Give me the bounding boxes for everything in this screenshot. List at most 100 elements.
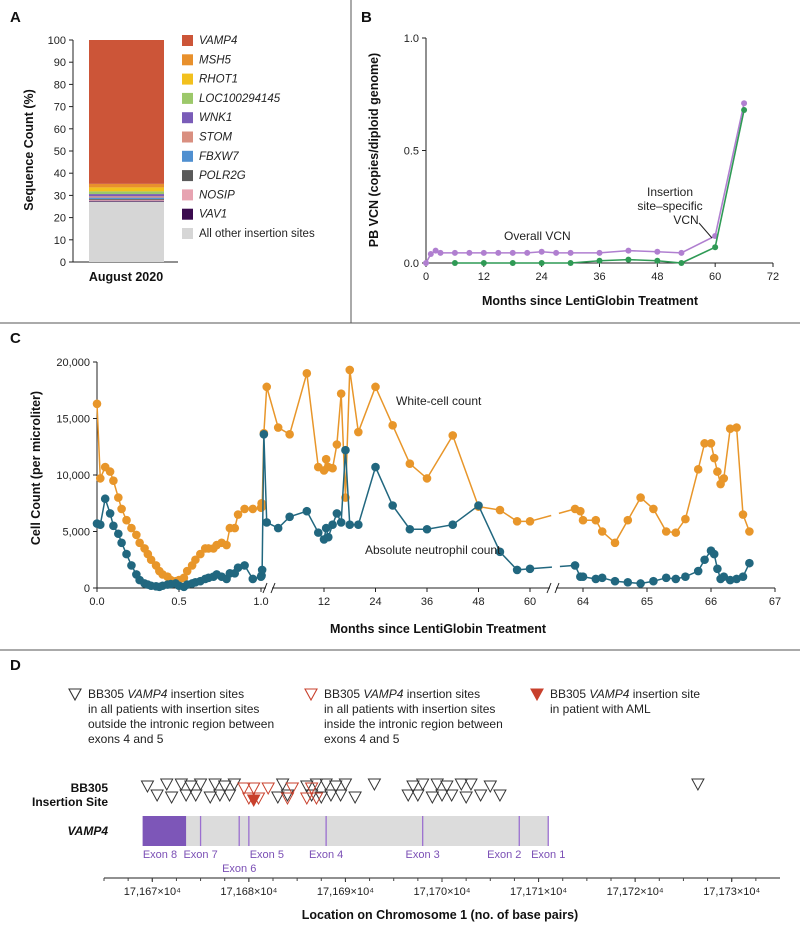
panel-c-series-point-1 <box>725 575 735 585</box>
panel-a-y-tick-label: 40 <box>54 168 66 180</box>
panel-c-series-point-1 <box>233 563 243 572</box>
panel-b-x-tick-label: 0 <box>423 271 429 283</box>
panel-b-x-tick-label: 36 <box>593 271 605 283</box>
panel-c-series-point-1 <box>336 518 346 527</box>
panel-c-x-tick-label: 1.0 <box>253 596 268 608</box>
panel-c-series-point-1 <box>127 561 136 570</box>
panel-a-legend-label: RHOT1 <box>199 74 238 86</box>
panel-c-series-point-1 <box>448 520 458 530</box>
panel-d-x-tick-label: 17,168×10⁴ <box>220 886 277 898</box>
panel-d-insertion-site-marker <box>213 789 227 803</box>
panel-c-axis-break-mark <box>262 582 268 594</box>
panel-c-x-tick-label: 24 <box>369 596 381 608</box>
panel-c-series-point-0 <box>182 566 192 576</box>
panel-d-insertion-site-marker <box>304 782 319 796</box>
panel-d-insertion-site-marker <box>459 791 473 805</box>
panel-b-series-point-0 <box>741 100 748 107</box>
panel-c-series-point-0 <box>114 493 123 502</box>
panel-d-insertion-site-marker <box>439 780 454 794</box>
panel-b-series-point-1 <box>451 260 458 266</box>
panel-d-insertion-site-marker <box>280 789 295 803</box>
panel-c-series-point-1 <box>313 528 323 537</box>
panel-d-insertion-site-marker <box>280 792 295 806</box>
panel-a-legend-label: MSH5 <box>199 54 232 66</box>
panel-d-insertion-site-marker <box>179 789 193 803</box>
panel-c-series-point-1 <box>273 523 283 533</box>
panel-a-y-tick-label: 20 <box>54 213 66 225</box>
panel-b-insertion-label-1: Insertion <box>647 185 693 199</box>
panel-c-series-point-0 <box>109 476 118 485</box>
panel-c-x-tick-label: 12 <box>318 596 330 608</box>
panel-a-y-tick-label: 100 <box>48 35 66 47</box>
panel-b-insertion-leader <box>698 222 713 239</box>
panel-c-series-point-1 <box>405 524 415 534</box>
panel-c-series-point-1 <box>259 430 269 439</box>
panel-c-series-point-0 <box>222 540 231 550</box>
panel-c-series-point-1 <box>636 579 645 588</box>
panel-c-series-point-0 <box>117 504 126 514</box>
panel-c-series-point-0 <box>591 515 601 525</box>
panel-letter-a: A <box>10 9 21 26</box>
panel-d-insertion-site-marker <box>304 789 319 803</box>
panel-c-series-point-0 <box>725 424 735 433</box>
panel-c-series-point-0 <box>95 474 105 483</box>
panel-d-insertion-site-marker <box>164 791 179 805</box>
panel-c-y-tick-label: 10,000 <box>56 470 90 482</box>
panel-d-insertion-site-marker <box>159 778 174 792</box>
panel-d-insertion-site-marker <box>483 780 498 794</box>
panel-c-series-point-1 <box>422 524 432 534</box>
panel-c-series-point-0 <box>332 440 342 449</box>
panel-d-insertion-site-marker <box>285 782 300 796</box>
panel-a-y-tick-label: 50 <box>54 146 66 158</box>
panel-c-series-point-1 <box>661 573 671 583</box>
panel-c-series-point-0 <box>388 420 397 430</box>
panel-a-legend-swatch <box>182 208 193 220</box>
panel-d-gene-body <box>142 816 549 846</box>
panel-d-x-tick-label: 17,169×10⁴ <box>317 886 374 898</box>
panel-c-series-point-1 <box>591 574 601 584</box>
panel-b-series-point-0 <box>480 249 487 256</box>
panel-b-series-point-0 <box>451 249 458 256</box>
panel-c-series-point-1 <box>495 547 505 557</box>
panel-c-x-tick-label: 67 <box>769 596 781 608</box>
panel-c-series-point-0 <box>405 459 415 469</box>
panel-b-insertion-label-2: site–specific <box>637 199 702 213</box>
panel-d-insertion-site-marker <box>411 789 425 803</box>
panel-d-insertion-site-marker <box>203 791 218 805</box>
panel-c-series-point-1 <box>105 509 115 518</box>
panel-c-series-point-0 <box>576 506 585 516</box>
panel-b-series-point-1 <box>678 260 685 266</box>
panel-c-series-point-0 <box>578 515 588 525</box>
panel-d-legend-marker <box>530 688 544 702</box>
panel-d-insertion-site-marker <box>222 789 237 803</box>
panel-d-exon-label: Exon 5 <box>250 849 284 861</box>
panel-a-bar-segment-vav1 <box>89 200 164 202</box>
panel-c-axis-break-mark <box>270 582 276 594</box>
panel-d-legend-line-1: BB305 VAMP4 insertion sites <box>88 687 244 701</box>
panel-c-axis-break-mark <box>546 582 552 594</box>
panel-c-series-point-1 <box>570 561 580 570</box>
panel-a-legend-label: STOM <box>199 132 232 144</box>
panel-a-y-tick-label: 60 <box>54 124 66 136</box>
panel-c-series-point-0 <box>512 517 522 526</box>
panel-c-series-point-1 <box>95 520 105 530</box>
panel-c-series-point-0 <box>422 474 432 483</box>
panel-c-series-point-1 <box>371 462 380 472</box>
panel-a-legend-swatch <box>182 189 193 201</box>
panel-a-legend-label: VAV1 <box>199 209 227 221</box>
panel-d-insertion-site-marker <box>299 780 314 794</box>
panel-c-series-point-0 <box>693 465 703 474</box>
panel-c-series-point-1 <box>597 573 607 583</box>
panel-c-x-tick-label: 0.0 <box>89 596 104 608</box>
panel-c-series-point-0 <box>262 382 272 392</box>
panel-c-series-point-0 <box>191 555 200 565</box>
panel-d-insertion-site-marker <box>174 778 189 792</box>
panel-b-x-tick-label: 60 <box>709 271 721 283</box>
panel-c-series-point-0 <box>273 423 283 432</box>
panel-c-series-point-1 <box>738 572 748 581</box>
panel-a-stacked-bar-chart: Sequence Count (%) 0 10 20 30 40 50 60 70 80 90 10… <box>22 35 315 284</box>
panel-d-insertion-site-marker <box>319 778 333 792</box>
panel-c-series-point-0 <box>661 527 671 536</box>
